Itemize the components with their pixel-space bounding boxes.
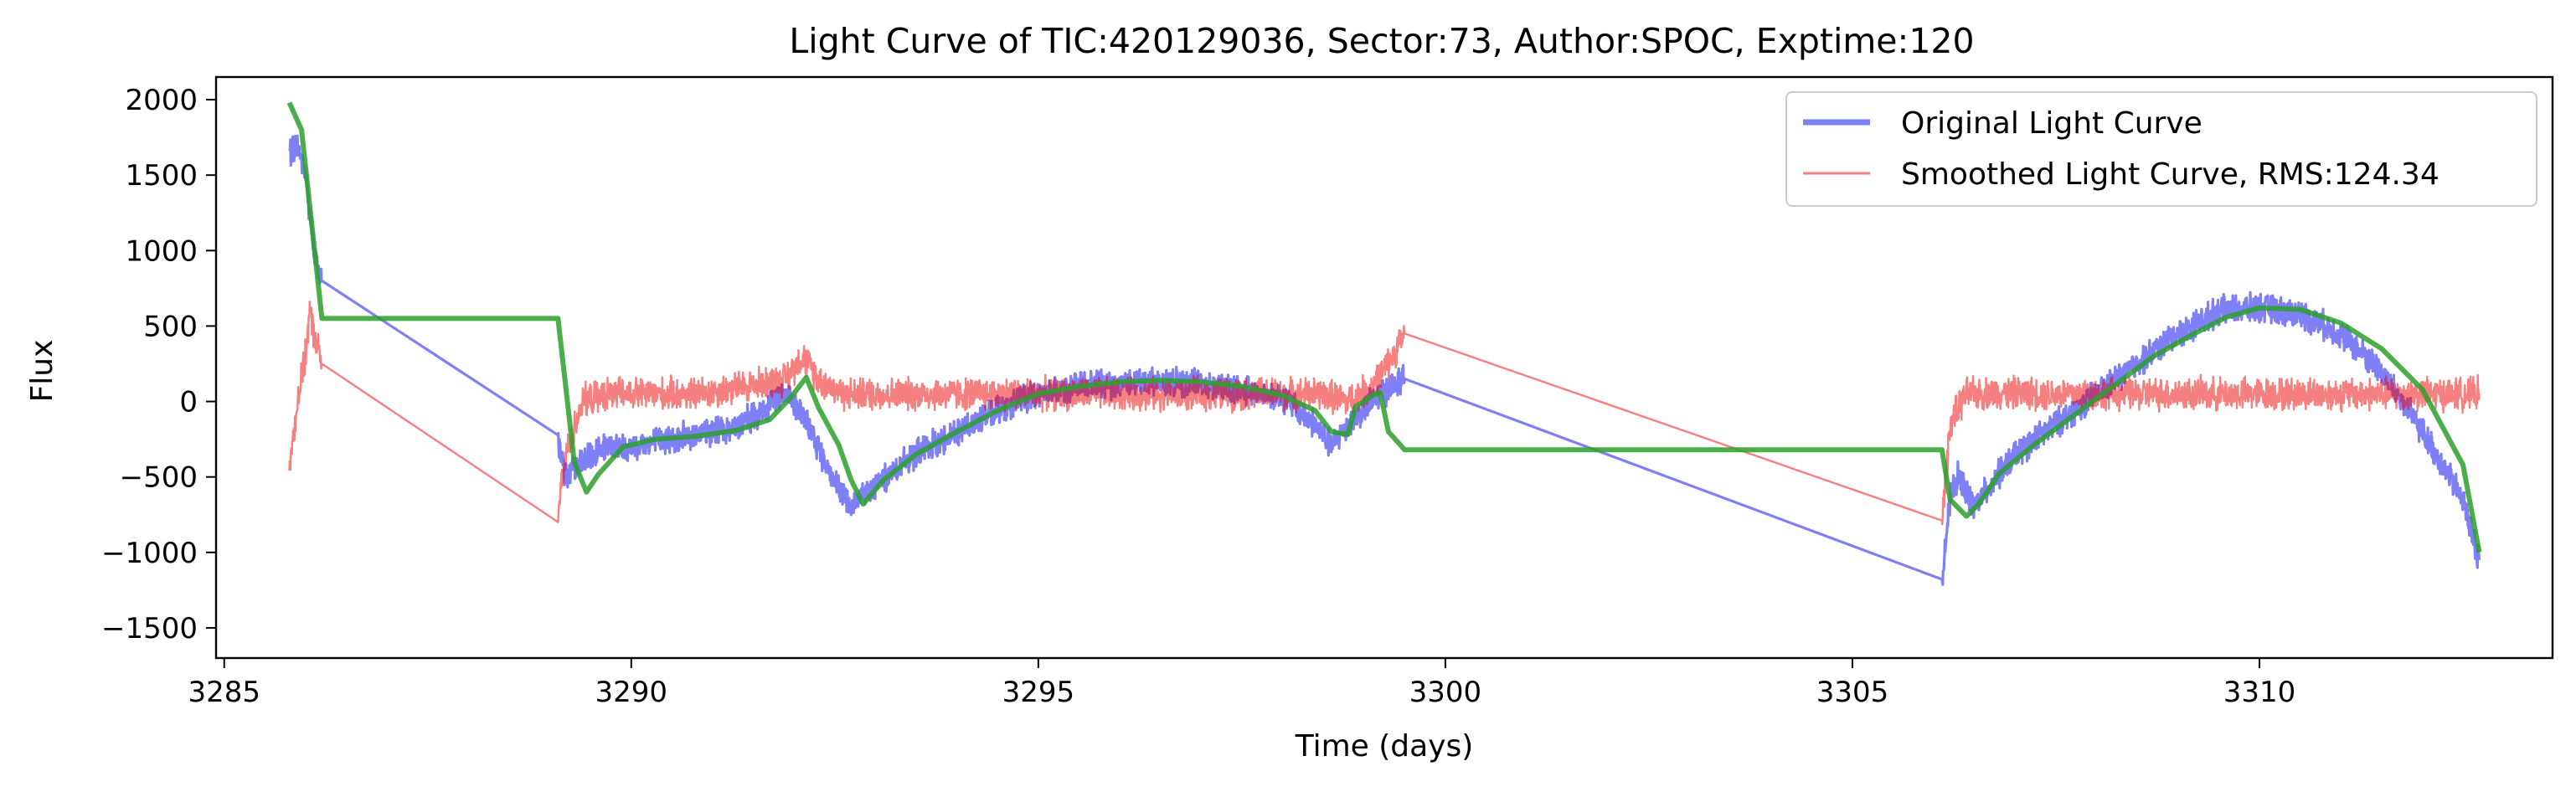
series-layer: [286, 101, 2482, 586]
y-axis: 2000 1500 1000 500 0 −500 −1000 −1500: [101, 84, 216, 645]
legend: Original Light Curve Smoothed Light Curv…: [1785, 91, 2537, 207]
series-smoothed: [288, 301, 2481, 526]
x-tick-label: 3290: [595, 676, 668, 709]
x-axis-label: Time (days): [1295, 729, 1474, 764]
plot-area: [286, 101, 2482, 586]
y-tick-label: −1000: [101, 537, 198, 570]
plot-frame: [214, 75, 2554, 660]
legend-label-smoothed: Smoothed Light Curve, RMS:124.34: [1901, 157, 2439, 192]
series-trend: [286, 101, 2482, 553]
x-tick-label: 3310: [2223, 676, 2296, 709]
x-axis: 3285 3290 3295 3300 3305 3310: [188, 658, 2295, 709]
y-tick-label: 1000: [125, 234, 198, 268]
y-tick-label: 2000: [125, 84, 198, 117]
chart-title: Light Curve of TIC:420129036, Sector:73,…: [789, 21, 1974, 61]
y-tick-label: 500: [143, 310, 198, 343]
x-tick-label: 3305: [1816, 676, 1889, 709]
legend-label-original: Original Light Curve: [1901, 106, 2202, 141]
y-tick-label: −1500: [101, 612, 198, 645]
y-tick-label: −500: [120, 461, 198, 495]
x-tick-label: 3300: [1409, 676, 1482, 709]
x-tick-label: 3295: [1002, 676, 1075, 709]
y-axis-label: Flux: [25, 340, 59, 403]
x-tick-label: 3285: [188, 676, 260, 709]
legend-box: [1785, 91, 2537, 207]
y-tick-label: 0: [179, 386, 198, 419]
y-tick-label: 1500: [125, 159, 198, 193]
